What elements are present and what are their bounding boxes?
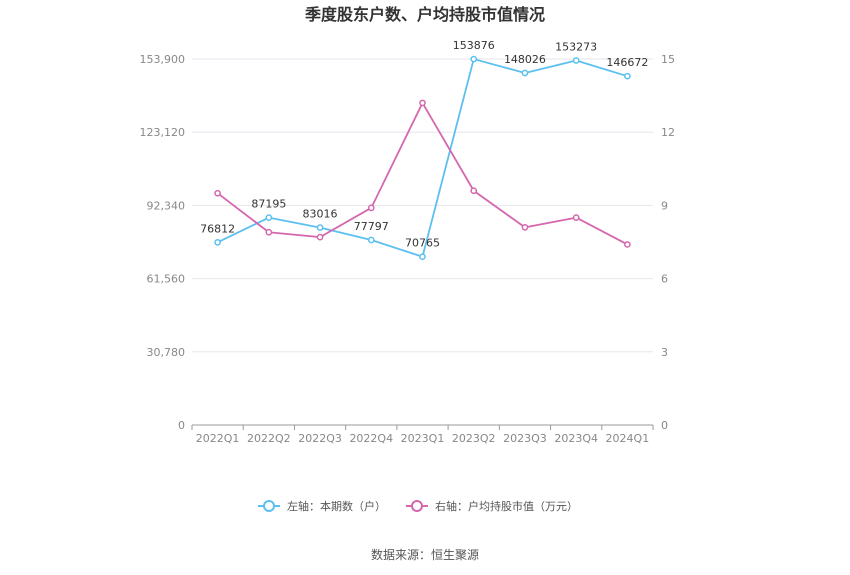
x-tick-label: 2022Q2 — [247, 432, 291, 445]
chart-title: 季度股东户数、户均持股市值情况 — [304, 5, 545, 24]
data-label: 87195 — [251, 198, 286, 211]
data-point — [470, 187, 478, 195]
data-point — [624, 72, 631, 80]
x-tick-label: 2023Q3 — [503, 432, 547, 445]
x-tick-label: 2023Q1 — [401, 432, 445, 445]
x-tick-label: 2023Q4 — [554, 432, 598, 445]
x-tick-label: 2022Q4 — [349, 432, 393, 445]
data-point — [470, 55, 478, 63]
legend[interactable]: 左轴：本期数（户） 右轴：户均持股市值（万元） — [258, 499, 578, 513]
right-tick-label: 0 — [661, 419, 668, 432]
x-tick-label: 2022Q3 — [298, 432, 342, 445]
right-tick-label: 6 — [661, 273, 668, 286]
left-tick-label: 61,560 — [147, 273, 186, 286]
data-label: 83016 — [303, 208, 338, 221]
data-point — [316, 233, 324, 241]
right-tick-label: 15 — [661, 53, 675, 66]
right-tick-label: 3 — [661, 346, 668, 359]
data-point — [316, 224, 324, 231]
data-point — [572, 214, 580, 221]
left-tick-label: 0 — [178, 419, 185, 432]
data-point — [265, 214, 273, 221]
legend-label: 右轴：户均持股市值（万元） — [435, 499, 578, 513]
series-points — [214, 55, 631, 261]
x-tick-label: 2022Q1 — [196, 432, 240, 445]
data-label: 70765 — [405, 237, 440, 250]
data-point — [419, 253, 426, 261]
data-label: 153876 — [453, 39, 495, 52]
data-labels: 76812 87195 83016 77797 70765 153876 148026 153… — [200, 39, 648, 250]
left-axis: 0 30,780 61,560 92,340 123,120 153,900 — [140, 53, 186, 432]
data-point — [214, 238, 221, 246]
data-point — [367, 204, 375, 212]
data-point — [624, 241, 631, 248]
data-point — [521, 69, 529, 77]
legend-item-2[interactable]: 右轴：户均持股市值（万元） — [406, 499, 578, 513]
series-line-2 — [217, 102, 628, 246]
right-tick-label: 12 — [661, 126, 675, 139]
x-axis: 2022Q1 2022Q2 2022Q3 2022Q4 2023Q1 2023Q2 2023… — [191, 425, 654, 445]
left-tick-label: 30,780 — [147, 346, 186, 359]
legend-marker — [411, 500, 423, 512]
legend-label: 左轴：本期数（户） — [287, 499, 386, 513]
grid — [192, 58, 653, 426]
x-tick-label: 2024Q1 — [606, 432, 650, 445]
left-tick-label: 123,120 — [140, 126, 186, 139]
data-point — [419, 99, 426, 107]
data-label: 148026 — [504, 53, 546, 66]
data-point — [521, 224, 529, 231]
left-tick-label: 92,340 — [147, 199, 186, 212]
legend-item-1[interactable]: 左轴：本期数（户） — [258, 499, 386, 513]
data-point — [572, 57, 580, 64]
source-note: 数据来源：恒生聚源 — [371, 547, 479, 562]
series-line-1 — [217, 58, 628, 258]
series-lines — [217, 58, 628, 258]
right-axis: 0 3 6 9 12 15 — [661, 53, 675, 432]
left-tick-label: 153,900 — [140, 53, 186, 66]
data-point — [214, 189, 221, 197]
x-tick-label: 2023Q2 — [452, 432, 496, 445]
data-point — [265, 228, 273, 236]
data-label: 76812 — [200, 222, 235, 235]
data-label: 153273 — [555, 40, 597, 53]
right-tick-label: 9 — [661, 199, 668, 212]
data-label: 146672 — [606, 56, 648, 69]
data-label: 77797 — [354, 220, 389, 233]
legend-marker — [263, 500, 275, 512]
data-point — [367, 236, 375, 244]
